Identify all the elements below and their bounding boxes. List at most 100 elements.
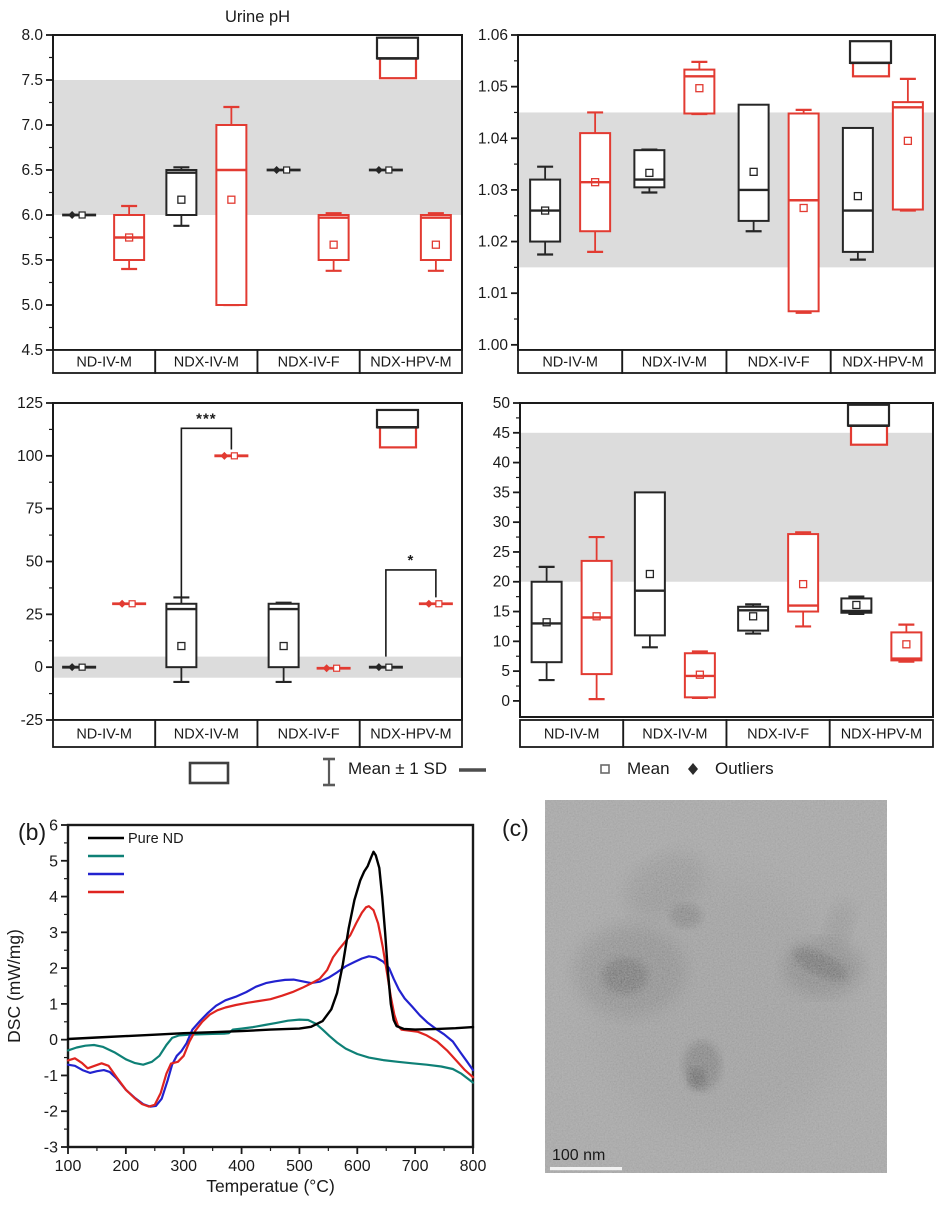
panel-c-label: (c) xyxy=(502,815,529,841)
y-tick-label: 5.0 xyxy=(21,297,43,314)
iqr-box xyxy=(633,491,666,637)
mean-marker xyxy=(748,612,758,621)
box-black-ND-IV-M xyxy=(530,565,563,682)
y-tick-label: 0 xyxy=(49,1032,58,1049)
tem-micrograph: (c) 100 nm xyxy=(502,800,887,1173)
y-axis: -25 0 25 50 75 100 125 xyxy=(17,395,53,729)
category-label: NDX-IV-F xyxy=(278,355,340,371)
mean-marker xyxy=(78,663,86,671)
box-black-NDX-HPV-M xyxy=(841,126,874,261)
reference-band xyxy=(54,656,461,678)
box-red-NDX-IV-M xyxy=(214,451,249,460)
y-tick-label: 50 xyxy=(493,395,511,412)
chart-title: Urine pH xyxy=(225,8,290,26)
box-black-NDX-IV-M xyxy=(165,596,198,684)
y-tick-label: 7.0 xyxy=(21,117,43,134)
category-cell xyxy=(829,349,936,374)
x-tick-label: 700 xyxy=(402,1158,429,1175)
x-tick-label: 100 xyxy=(55,1158,82,1175)
y-tick-label: 45 xyxy=(493,425,510,442)
x-tick-label: 400 xyxy=(228,1158,255,1175)
box-red-NDX-IV-F xyxy=(317,212,350,272)
box-plot-legend: Mean ± 1 SD Mean Outliers xyxy=(0,748,940,800)
box-black-NDX-IV-F xyxy=(266,166,301,174)
inset-legend-boxes xyxy=(375,36,420,80)
mean-marker xyxy=(540,206,550,215)
panel-b-label: (b) xyxy=(18,819,46,845)
category-label: ND-IV-M xyxy=(76,355,132,371)
outlier-diamond xyxy=(220,451,229,460)
mean-marker xyxy=(902,640,911,649)
iqr-box xyxy=(841,126,874,253)
y-tick-label: 8.0 xyxy=(21,27,43,44)
x-category-row: ND-IV-M NDX-IV-M NDX-IV-F NDX-HPV-M xyxy=(52,719,463,748)
category-cell xyxy=(52,719,157,748)
y-tick-label: 100 xyxy=(17,448,43,465)
mean-marker xyxy=(431,240,441,249)
y-tick-label: -25 xyxy=(21,712,43,729)
box-glyph-icon xyxy=(188,761,230,785)
mean-marker xyxy=(798,579,808,589)
category-label: NDX-IV-M xyxy=(642,355,707,371)
box-red-ND-IV-M xyxy=(113,204,146,271)
bracket-line xyxy=(385,569,437,657)
box-red-NDX-IV-F xyxy=(316,664,351,673)
mean-marker xyxy=(78,211,86,219)
box-black-NDX-IV-M xyxy=(633,491,666,649)
y-tick-label: -2 xyxy=(44,1104,58,1121)
significance-stars: *** xyxy=(196,410,217,427)
category-label: NDX-HPV-M xyxy=(370,727,451,743)
y-tick-label: 5.5 xyxy=(21,252,43,269)
y-tick-label: 1.02 xyxy=(478,234,508,251)
mean-marker xyxy=(177,195,186,204)
bracket-line xyxy=(180,427,233,598)
category-label: NDX-IV-F xyxy=(278,727,340,743)
mean-marker xyxy=(592,612,601,621)
inset-black-box xyxy=(846,403,891,427)
significance-bracket: *** xyxy=(180,410,233,598)
box-black-NDX-HPV-M xyxy=(840,595,873,616)
legend-outliers-label: Outliers xyxy=(715,759,774,778)
mean-marker xyxy=(128,600,136,608)
scale-bar-label: 100 nm xyxy=(552,1147,605,1164)
mean-marker xyxy=(227,195,236,204)
mean-marker xyxy=(435,600,443,608)
outlier-diamond xyxy=(374,166,383,174)
category-label: ND-IV-M xyxy=(542,355,598,371)
box-black-NDX-IV-M xyxy=(165,166,198,227)
outlier-diamond xyxy=(68,211,77,219)
y-axis: 1.00 1.01 1.02 1.03 1.04 1.05 1.06 xyxy=(478,27,518,354)
outlier-marker-icon xyxy=(688,763,698,775)
outlier-diamond xyxy=(322,664,331,673)
mean-marker xyxy=(542,618,551,627)
inset-red-box xyxy=(849,423,889,446)
mean-marker xyxy=(695,670,705,679)
legend-mean-sd-label: Mean ± 1 SD xyxy=(348,759,448,778)
y-tick-label: 1.00 xyxy=(478,337,509,354)
y-tick-label: 25 xyxy=(26,606,43,623)
category-cell xyxy=(519,719,625,748)
y-tick-label: 4.5 xyxy=(21,342,43,359)
y-tick-label: -1 xyxy=(44,1068,58,1085)
box-red-NDX-HPV-M xyxy=(890,623,923,663)
iqr-box xyxy=(787,112,820,313)
y-tick-label: 1.03 xyxy=(478,182,508,199)
y-tick-label: 25 xyxy=(493,544,510,561)
box-black-NDX-HPV-M xyxy=(368,166,403,174)
category-label: NDX-HPV-M xyxy=(842,355,923,371)
mean-marker xyxy=(799,203,808,213)
category-label: NDX-IV-F xyxy=(747,727,809,743)
iqr-box xyxy=(787,533,820,613)
category-cell xyxy=(828,719,934,748)
series-teal xyxy=(66,1018,475,1084)
y-tick-label: 30 xyxy=(493,514,511,531)
x-category-row: ND-IV-M NDX-IV-M NDX-IV-F NDX-HPV-M xyxy=(52,349,463,374)
mean-marker xyxy=(852,600,861,610)
iqr-box xyxy=(215,124,248,306)
y-axis: -3 -2 -1 0 1 2 3 4 5 6 xyxy=(44,818,68,1157)
box-black-NDX-IV-F xyxy=(737,603,770,635)
category-cell xyxy=(358,349,463,374)
inset-red-box xyxy=(378,55,418,80)
category-label: NDX-HPV-M xyxy=(841,727,922,743)
